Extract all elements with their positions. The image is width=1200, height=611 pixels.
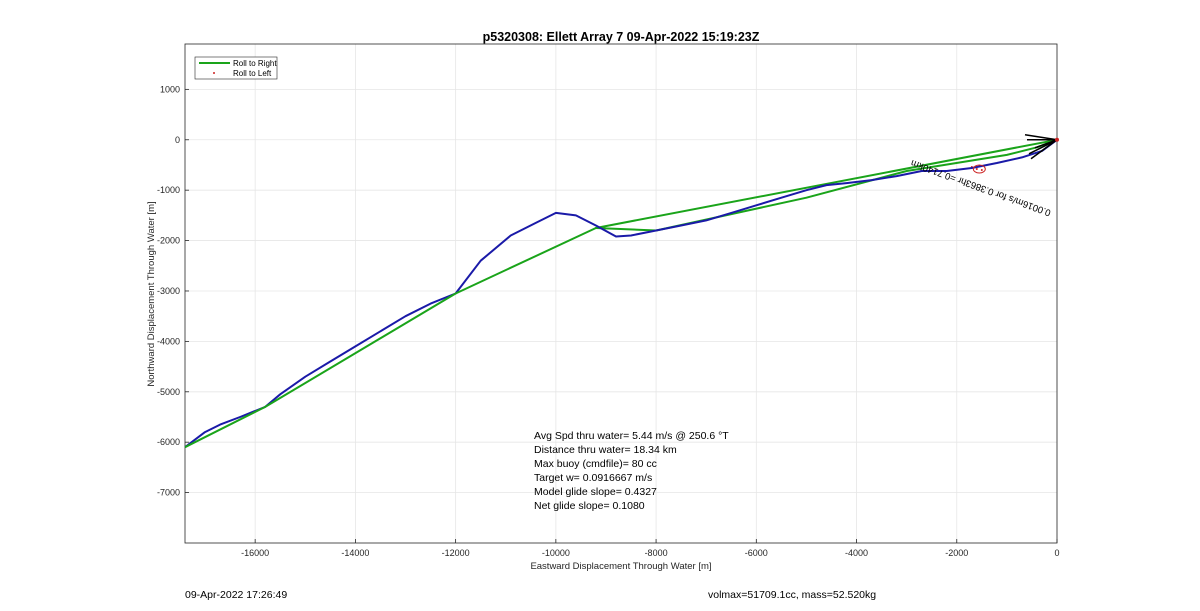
stats-block: Avg Spd thru water= 5.44 m/s @ 250.6 °T … [534,430,729,512]
stat-distance: Distance thru water= 18.34 km [534,444,677,456]
y-tick-label: -2000 [157,236,180,246]
y-tick-label: 0 [175,135,180,145]
stat-net-glide: Net glide slope= 0.1080 [534,500,645,512]
y-tick-label: 1000 [160,84,180,94]
current-arrow [1024,134,1058,141]
x-ticks: -16000 -14000 -12000 -10000 -8000 -6000 -4000 -… [241,539,1060,558]
footer-timestamp: 09-Apr-2022 17:26:49 [185,589,287,601]
x-tick-label: -6000 [745,548,768,558]
y-tick-label: -4000 [157,336,180,346]
x-axis-label: Eastward Displacement Through Water [m] [530,561,711,572]
series-line-roll-to-right [594,138,1058,232]
footer-volmax: volmax=51709.1cc, mass=52.520kg [708,589,876,601]
legend: Roll to Right Roll to Left [194,56,277,80]
grid-lines [185,44,1058,543]
stat-target-w: Target w= 0.0916667 m/s [534,472,652,484]
legend-label-roll-left: Roll to Left [233,69,272,78]
roll-left-point [975,168,978,171]
x-tick-label: -16000 [241,548,269,558]
stat-model-glide: Model glide slope= 0.4327 [534,486,657,498]
y-tick-label: -5000 [157,387,180,397]
series-line-track-2 [184,138,1058,448]
current-arrow [1030,139,1058,160]
roll-left-circle [972,164,986,174]
x-tick-label: -4000 [845,548,868,558]
roll-left-point [980,169,983,172]
legend-label-roll-right: Roll to Right [233,59,277,68]
y-axis-label: Northward Displacement Through Water [m] [146,201,157,386]
stat-max-buoy: Max buoy (cmdfile)= 80 cc [534,458,657,470]
series-line-track-3 [184,227,597,449]
x-tick-label: -10000 [542,548,570,558]
legend-marker-roll-left [213,72,215,74]
plot-area [184,43,1058,544]
series-layer [184,134,1059,449]
current-arrow [1034,139,1058,149]
x-tick-label: -8000 [645,548,668,558]
stat-avg-speed: Avg Spd thru water= 5.44 m/s @ 250.6 °T [534,430,729,442]
y-tick-label: -7000 [157,488,180,498]
y-tick-label: -1000 [157,185,180,195]
origin-marker [1055,137,1059,142]
y-tick-label: -3000 [157,286,180,296]
x-tick-label: 0 [1054,548,1059,558]
y-ticks: 1000 0 -1000 -2000 -3000 -4000 -5000 -6000 -7000 [157,84,189,498]
x-tick-label: -14000 [341,548,369,558]
y-tick-label: -6000 [157,437,180,447]
x-tick-label: -2000 [945,548,968,558]
chart-title: p5320308: Ellett Array 7 09-Apr-2022 15:… [483,30,760,44]
x-tick-label: -12000 [442,548,470,558]
